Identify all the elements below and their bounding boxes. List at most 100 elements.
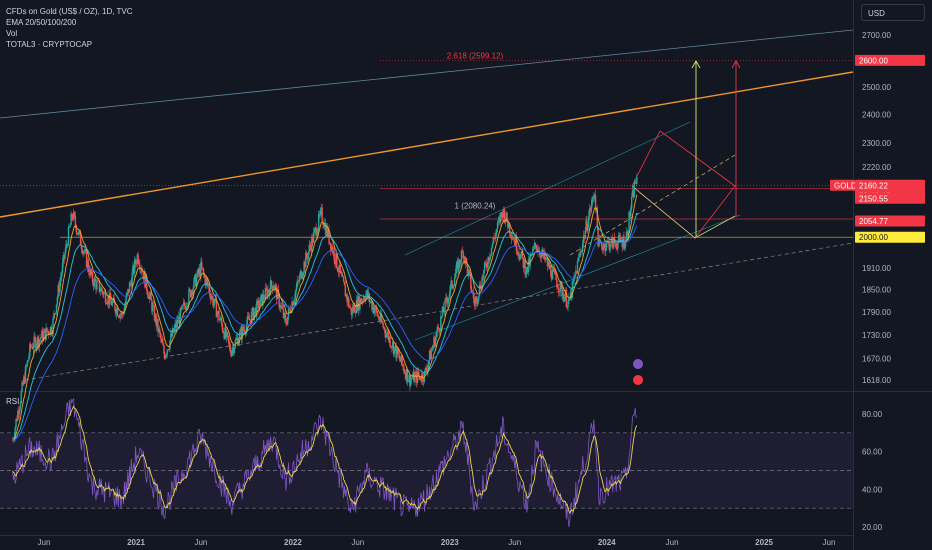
candle bbox=[584, 230, 586, 239]
candle bbox=[199, 268, 201, 277]
candle bbox=[328, 229, 330, 244]
vol-legend[interactable]: Vol bbox=[6, 29, 18, 38]
candle bbox=[179, 308, 181, 324]
candle bbox=[340, 271, 342, 274]
candle bbox=[627, 231, 629, 236]
candle bbox=[541, 249, 543, 254]
candle bbox=[132, 265, 134, 273]
candle bbox=[72, 217, 74, 220]
price-tick-label: 1850.00 bbox=[862, 286, 891, 295]
price-tag-bg bbox=[855, 231, 925, 243]
candle bbox=[23, 376, 25, 385]
time-tick-label: 2024 bbox=[598, 538, 616, 547]
candle bbox=[16, 418, 18, 421]
candle bbox=[22, 382, 24, 385]
candle bbox=[307, 251, 310, 259]
candle bbox=[348, 298, 350, 308]
candle bbox=[308, 244, 310, 252]
candle bbox=[275, 286, 278, 300]
candle bbox=[20, 391, 22, 404]
candle bbox=[382, 323, 384, 328]
candle bbox=[318, 214, 321, 216]
candle bbox=[107, 295, 109, 304]
candle bbox=[391, 342, 394, 348]
candle bbox=[579, 251, 581, 257]
price-tag-bg bbox=[830, 179, 855, 191]
candle bbox=[360, 298, 362, 303]
candle bbox=[168, 348, 170, 350]
candle bbox=[250, 312, 253, 324]
candle bbox=[375, 307, 378, 311]
candle bbox=[174, 323, 176, 329]
price-tag-bg bbox=[855, 54, 925, 66]
candle bbox=[319, 210, 322, 216]
candle bbox=[166, 349, 169, 355]
candle bbox=[532, 247, 535, 249]
candle bbox=[312, 232, 315, 243]
candle bbox=[404, 372, 407, 380]
candle bbox=[555, 272, 557, 281]
candle bbox=[140, 268, 143, 272]
candle bbox=[396, 347, 398, 358]
ema-legend[interactable]: EMA 20/50/100/200 bbox=[6, 18, 77, 27]
candle bbox=[374, 307, 377, 311]
candle bbox=[77, 233, 79, 235]
candle bbox=[515, 236, 518, 252]
candle bbox=[453, 278, 456, 286]
candle bbox=[435, 332, 438, 338]
candle bbox=[57, 285, 59, 298]
candle bbox=[128, 282, 131, 293]
candle bbox=[410, 378, 413, 380]
candle bbox=[587, 226, 589, 231]
candle bbox=[311, 236, 314, 243]
candle bbox=[144, 271, 146, 288]
candle bbox=[142, 272, 145, 280]
candle bbox=[379, 319, 381, 322]
candle bbox=[629, 211, 631, 217]
ema-50-line bbox=[12, 212, 638, 441]
candle bbox=[347, 298, 349, 302]
candle bbox=[47, 331, 49, 332]
candle bbox=[544, 258, 547, 260]
candle bbox=[341, 273, 343, 277]
candle bbox=[184, 305, 187, 310]
candle bbox=[441, 306, 444, 316]
candle bbox=[445, 297, 447, 300]
candle bbox=[432, 346, 434, 349]
candle bbox=[316, 233, 318, 236]
candle bbox=[503, 209, 506, 223]
candle bbox=[511, 237, 513, 239]
candle bbox=[95, 281, 97, 290]
rsi-pane-label[interactable]: RSI bbox=[6, 397, 20, 406]
candle bbox=[469, 272, 471, 276]
price-tick-label: 1670.00 bbox=[862, 355, 891, 364]
fib-annotation: 1 (2080.24) bbox=[455, 202, 496, 211]
currency-button[interactable]: USD bbox=[861, 4, 925, 21]
total3-legend[interactable]: TOTAL3 · CRYPTOCAP bbox=[6, 40, 93, 49]
price-tag-label: 2150.55 bbox=[859, 194, 888, 203]
candle bbox=[330, 242, 332, 251]
candle bbox=[398, 354, 401, 360]
candle bbox=[355, 299, 358, 314]
candle bbox=[367, 290, 369, 298]
candle bbox=[618, 234, 621, 237]
candle bbox=[558, 291, 561, 293]
candle bbox=[271, 285, 273, 290]
candle bbox=[109, 293, 111, 305]
candle bbox=[23, 376, 26, 383]
candle bbox=[162, 343, 164, 346]
symbol-title[interactable]: CFDs on Gold (US$ / OZ), 1D, TVC bbox=[6, 7, 133, 16]
candle bbox=[105, 302, 108, 304]
candle bbox=[417, 371, 420, 377]
candle bbox=[176, 320, 178, 329]
candle bbox=[495, 229, 498, 233]
candle bbox=[137, 254, 139, 262]
time-tick-label: 2022 bbox=[284, 538, 302, 547]
candle bbox=[89, 268, 91, 275]
price-tag-label: 2054.77 bbox=[859, 217, 888, 226]
price-tag-label: 2000.00 bbox=[859, 233, 888, 242]
candle bbox=[325, 226, 328, 235]
rsi-tick-label: 80.00 bbox=[862, 410, 883, 419]
candle bbox=[352, 307, 354, 312]
